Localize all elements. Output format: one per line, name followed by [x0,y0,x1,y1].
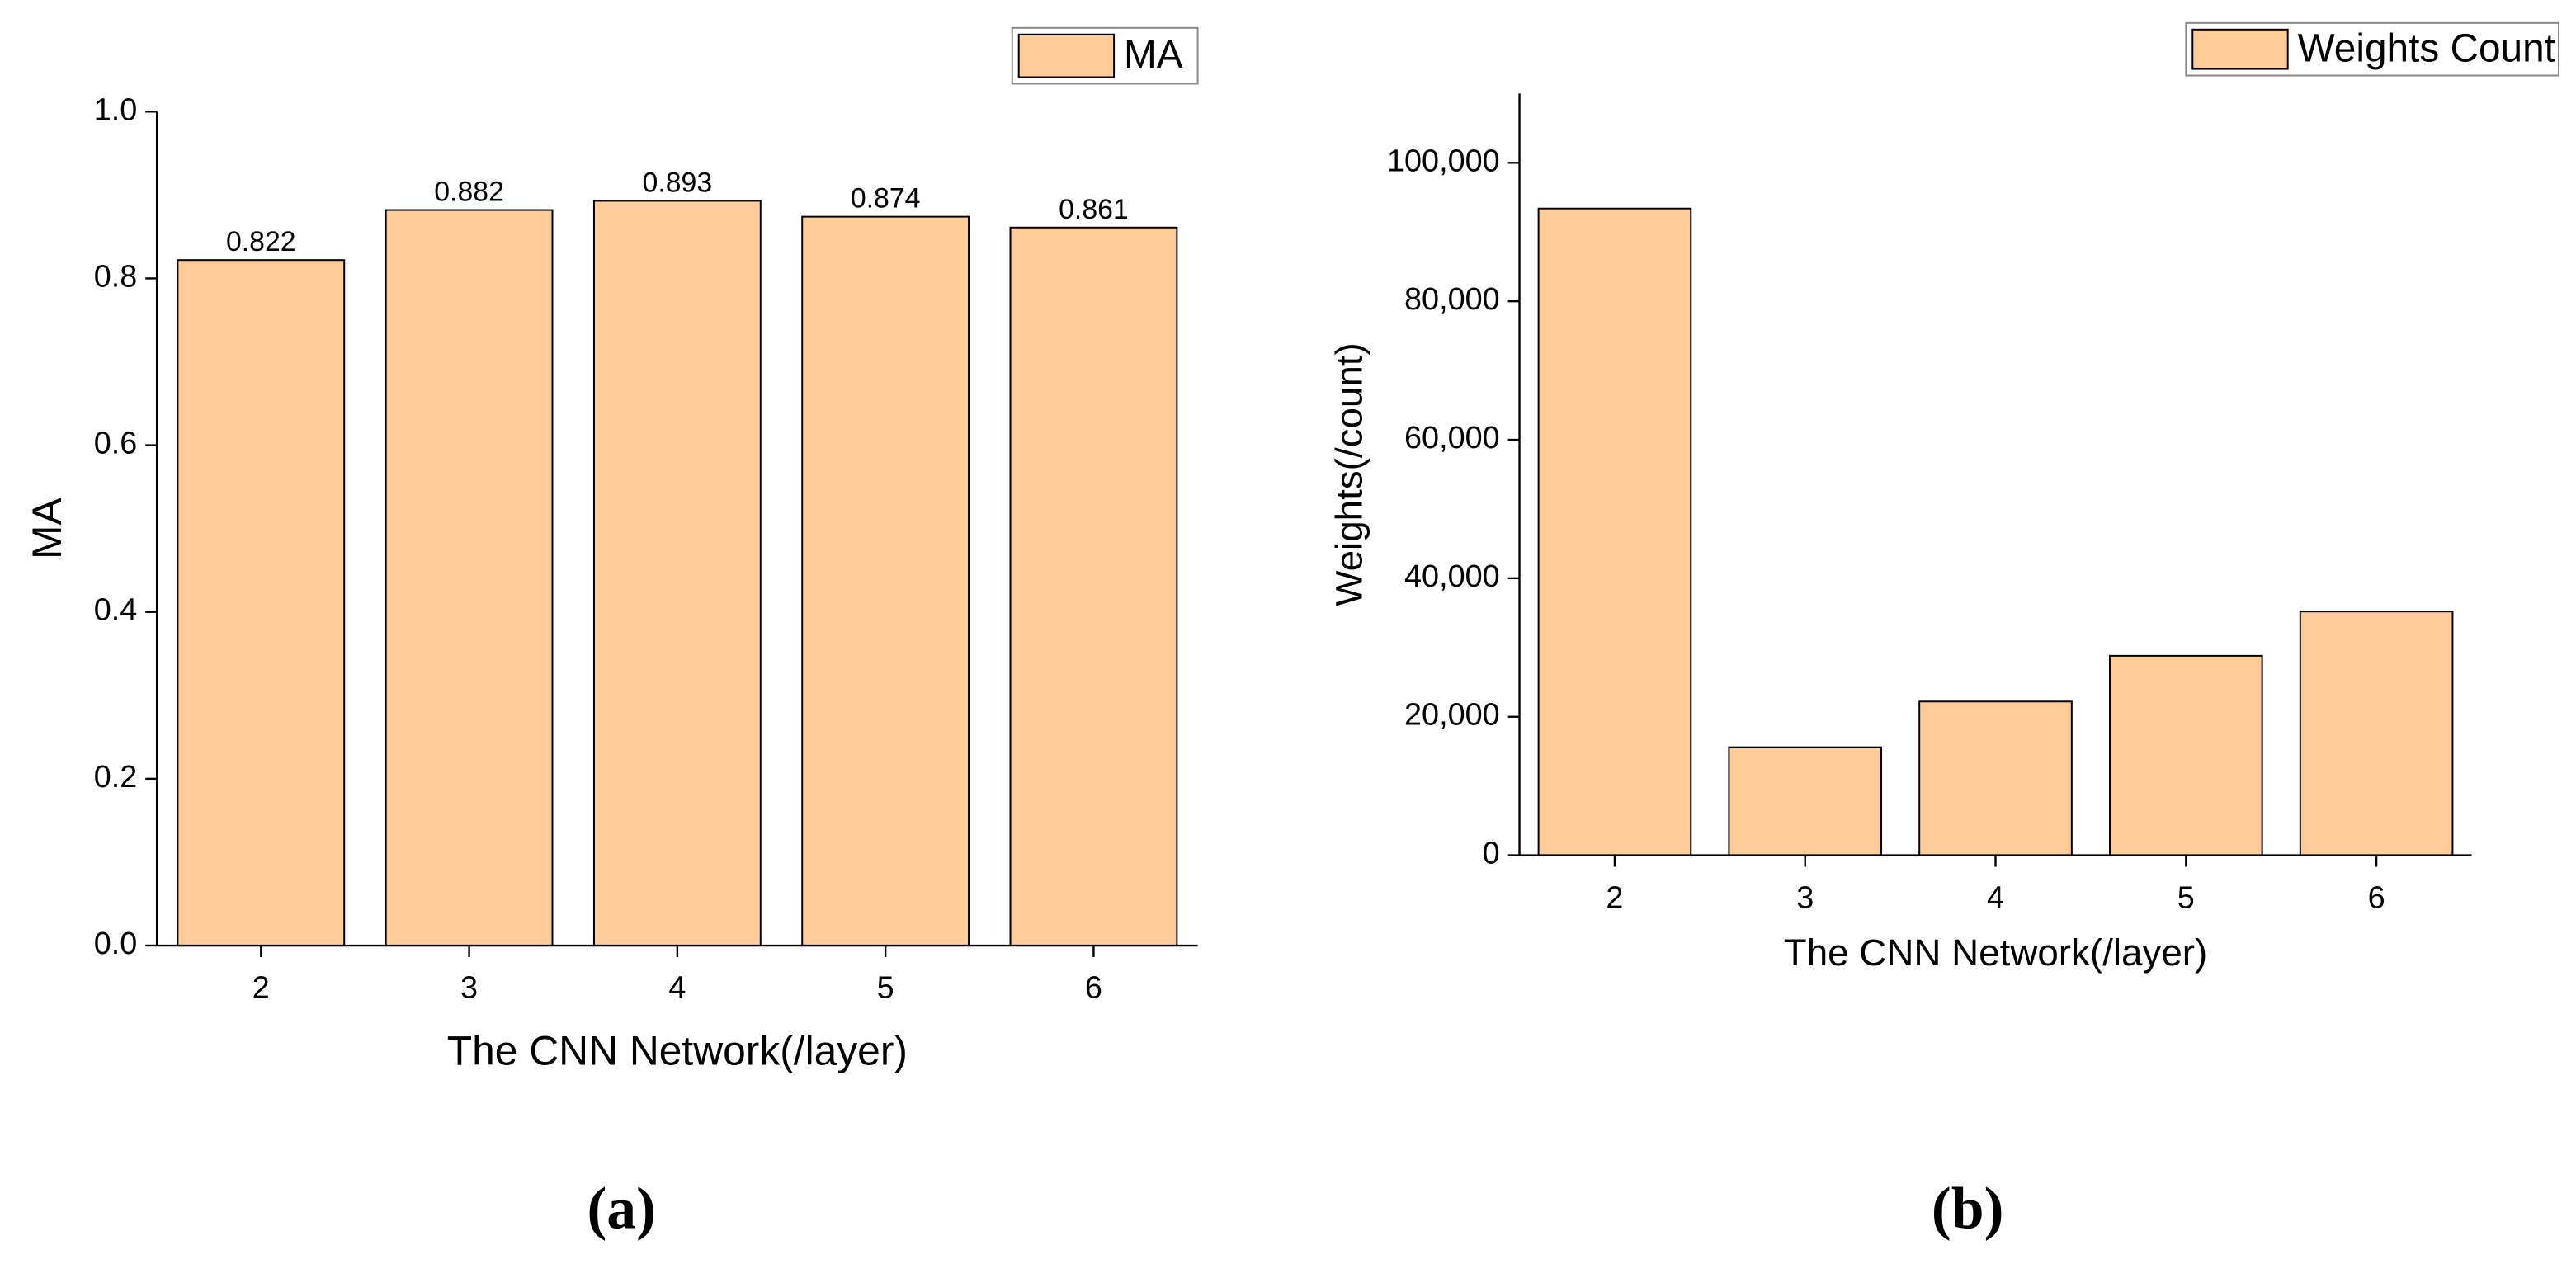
legend-swatch [1017,33,1116,78]
bar [1537,207,1692,856]
y-axis-label: Weights(/count) [1328,342,1371,606]
y-tick-label: 0.6 [94,427,138,461]
x-tick-label: 6 [2368,880,2385,915]
y-tick-label: 40,000 [1404,559,1500,594]
bar [2299,611,2454,856]
y-tick-label: 0.0 [94,927,138,961]
data-label: 0.882 [434,177,504,208]
x-tick-label: 2 [252,971,270,1006]
panel-label: (a) [587,1177,656,1242]
x-tick-label: 5 [877,971,894,1006]
panel-label: (b) [1932,1177,2004,1242]
bar [801,215,970,947]
y-tick-label: 0 [1483,837,1500,871]
bar [1009,226,1178,947]
x-tick-label: 3 [460,971,478,1006]
legend-swatch [2191,28,2289,70]
data-label: 0.822 [226,226,296,257]
y-tick-label: 100,000 [1387,144,1500,178]
data-label: 0.893 [643,167,713,198]
bar [592,200,762,947]
x-tick-label: 4 [1987,880,2004,915]
y-tick-label: 0.2 [94,760,138,795]
y-tick-label: 20,000 [1404,698,1500,733]
data-label: 0.874 [851,183,921,215]
x-tick-label: 6 [1085,971,1102,1006]
bar [1918,700,2073,856]
x-axis-label: The CNN Network(/layer) [1784,931,2208,974]
x-tick-label: 4 [668,971,686,1006]
x-axis-label: The CNN Network(/layer) [447,1027,908,1073]
y-axis-label: MA [24,498,70,559]
y-tick-label: 0.8 [94,259,138,294]
bar [177,259,346,947]
y-tick-label: 60,000 [1404,421,1500,455]
data-label: 0.861 [1059,194,1129,225]
y-tick-label: 1.0 [94,92,138,127]
x-tick-label: 3 [1796,880,1814,915]
y-tick-label: 0.4 [94,593,138,628]
x-tick-label: 5 [2177,880,2195,915]
legend-label: Weights Count [2298,26,2555,70]
legend-label: MA [1124,33,1183,77]
bar [1728,746,1883,856]
y-tick-label: 80,000 [1404,282,1500,317]
x-tick-label: 2 [1606,880,1623,915]
bar [385,209,554,947]
bar [2109,654,2263,856]
